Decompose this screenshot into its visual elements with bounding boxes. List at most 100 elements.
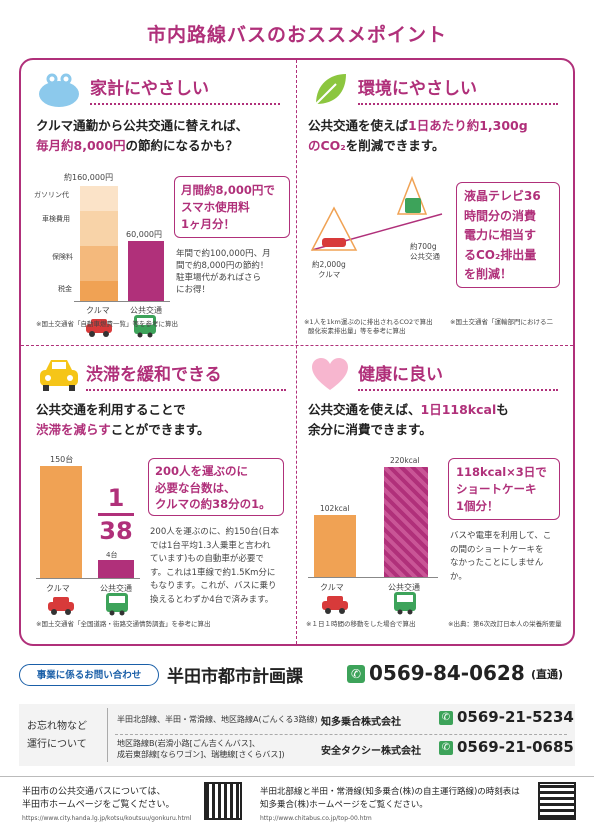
bar-tax — [80, 281, 118, 301]
fraction-bar — [98, 513, 134, 516]
cake-callout: 118kcal×3日で ショートケーキ 1個分！ — [448, 458, 560, 520]
coin-purse-icon — [39, 73, 79, 107]
bus-co2-value: 約700g — [410, 242, 437, 251]
city-url[interactable]: https://www.city.handa.lg.jp/kotsu/kouts… — [22, 815, 192, 822]
bus-label: 公共交通 — [100, 584, 132, 593]
bus-icon — [106, 593, 128, 616]
row1-company: 知多乗合株式会社 — [321, 717, 401, 728]
panel-health-text: 公共交通を使えば、1日118kcalも 余分に消費できます。 — [308, 400, 570, 440]
text-line-1-end: も — [496, 402, 509, 417]
co2-label: のCO₂ — [308, 138, 346, 153]
callout-line: 200人を運ぶのに — [155, 464, 249, 478]
car-front-icon — [40, 360, 78, 391]
callout-line: 1個分！ — [456, 499, 499, 513]
divider — [107, 708, 108, 762]
panel-congestion-title: 渋滞を緩和できる — [86, 360, 286, 391]
car-count-label: 150台 — [50, 455, 74, 464]
car-icon — [322, 596, 348, 614]
detail-line: の間のショートケーキを — [450, 544, 544, 555]
congestion-detail: 200人を運ぶのに、約150台(日本 では1台平均1.3人乗車と言われ ています… — [150, 526, 290, 607]
operator-heading: お忘れ物など 運行について — [27, 718, 87, 754]
row2-routes-line: 地区路線B(岩滑小路[ごん吉くんバス]、 — [117, 739, 260, 748]
panel-household: 家計にやさしい クルマ通勤から公共交通に替えれば、 毎月約8,000円の節約にな… — [28, 64, 293, 344]
car-icon — [86, 319, 112, 337]
reduce-congestion: 渋滞を減らす — [36, 422, 111, 437]
city-info: 半田市の公共交通バスについては、 半田市ホームページをご覧ください。 https… — [22, 786, 191, 825]
household-note: ※国土交通省「自動車燃費一覧」等を参考に算出 — [36, 320, 178, 328]
text-line-2: の節約になるかも？ — [125, 138, 239, 153]
bus-info-line: 半田北部線と半田・常滑線(知多乗合(株)の自主運行路線)の時刻表は — [260, 787, 520, 797]
callout-line: スマホ使用料 — [181, 200, 250, 214]
row2-phone[interactable]: 0569-21-0685 — [457, 738, 574, 756]
callout-line: 1ヶ月分！ — [181, 217, 236, 231]
bar-bus-kcal — [384, 467, 428, 577]
contact-bar: 事業に係るお問い合わせ 半田市都市計画課 ✆ 0569-84-0628 (直通) — [19, 660, 575, 692]
panel-household-title: 家計にやさしい — [90, 74, 280, 105]
monthly-saving: 毎月約8,000円 — [36, 138, 126, 153]
part-label: ガソリン代 — [34, 191, 69, 199]
page-title: 市内路線バスのおススメポイント — [146, 24, 447, 46]
detail-line: 換えるとわずか4台で済みます。 — [150, 594, 274, 605]
operator-heading-line: 運行について — [27, 739, 87, 750]
panel-environment: 環境にやさしい 公共交通を使えば1日あたり約1,300g のCO₂を削減できます… — [300, 64, 572, 344]
horizontal-divider — [21, 345, 573, 346]
callout-line: るCO₂排出量 — [464, 247, 537, 262]
panel-household-text: クルマ通勤から公共交通に替えれば、 毎月約8,000円の節約になるかも？ — [36, 116, 296, 156]
panel-health-title: 健康に良い — [358, 360, 558, 391]
tv-callout: 液晶テレビ36 時間分の消費 電力に相当す るCO₂排出量 を削減！ — [456, 182, 560, 288]
health-note-2: ※出典：第6次改訂日本人の栄養所要量 — [448, 620, 562, 628]
panel-congestion-text: 公共交通を利用することで 渋滞を減らすことができます。 — [36, 400, 296, 440]
callout-line: 液晶テレビ36 — [464, 189, 541, 203]
part-label: 車検費用 — [42, 215, 70, 223]
vertical-divider — [296, 60, 297, 644]
bus-total-label: 60,000円 — [126, 230, 162, 239]
leaf-icon — [315, 74, 346, 105]
callout-line: 118kcal×3日で — [456, 465, 547, 479]
bus-count-label: 4台 — [106, 551, 118, 559]
text-line-2: を削減できます。 — [345, 138, 445, 153]
detail-line: 間で約8,000円の節約！ — [176, 261, 269, 271]
text-line-1: 公共交通を利用することで — [36, 402, 186, 417]
contact-phone[interactable]: 0569-84-0628 — [369, 661, 525, 685]
detail-line: なかったことにしません — [450, 558, 544, 568]
co2-scale-graphic — [310, 175, 443, 251]
household-detail: 年間で約100,000円、月 間で約8,000円の節約！ 駐車場代があればさら … — [176, 248, 294, 296]
contact-tag: 事業に係るお問い合わせ — [19, 664, 159, 686]
row1-phone[interactable]: 0569-21-5234 — [457, 708, 574, 726]
detail-line: 年間で約100,000円、月 — [176, 249, 271, 259]
phone-icon: ✆ — [439, 711, 453, 725]
detail-line: す。これは1車線で約1.5Km分に — [150, 567, 276, 578]
operator-table: お忘れ物など 運行について 半田北部線、半田・常滑線、地区路線A(ごんくる3路線… — [19, 704, 575, 766]
detail-line: では1台平均1.3人乗車と言われ — [150, 540, 271, 551]
bus-url[interactable]: http://www.chitabus.co.jp/top-00.htm — [260, 815, 372, 822]
row2-company: 安全タクシー株式会社 — [321, 746, 421, 757]
panel-frame — [19, 58, 575, 646]
callout-line: 時間分の消費 — [464, 208, 537, 223]
callout-line: 月間約8,000円で — [181, 183, 275, 197]
cost-chart: 約160,000円 ガソリン代 車検費用 保険料 税金 60,000円 クルマ … — [28, 164, 170, 338]
environment-note-2: ※国土交通省「運輸部門における二 — [450, 318, 553, 326]
bar-insurance — [80, 246, 118, 281]
phone-icon: ✆ — [439, 741, 453, 755]
bus-co2: 約700g 公共交通 — [410, 242, 440, 262]
chart-baseline — [36, 578, 140, 579]
car-label: クルマ — [46, 584, 70, 593]
qr-code-city — [204, 782, 242, 820]
bus-icon — [134, 315, 156, 338]
panel-environment-title: 環境にやさしい — [358, 74, 558, 105]
bus-kcal-label: 220kcal — [390, 456, 420, 465]
fraction-denominator: 38 — [99, 517, 133, 545]
vehicle-count-callout: 200人を運ぶのに 必要な台数は、 クルマの約38分の1。 — [148, 458, 284, 516]
bottom-divider — [0, 776, 594, 777]
health-detail: バスや電車を利用して、こ の間のショートケーキを なかったことにしません か。 — [450, 530, 568, 584]
car-kcal-label: 102kcal — [320, 504, 350, 513]
row-divider — [115, 734, 567, 735]
bar-car-kcal — [314, 515, 356, 577]
smartphone-callout: 月間約8,000円で スマホ使用料 1ヶ月分！ — [174, 176, 290, 238]
city-info-line: 半田市ホームページをご覧ください。 — [22, 800, 175, 810]
callout-line: 必要な台数は、 — [155, 480, 236, 495]
panel-environment-text: 公共交通を使えば1日あたり約1,300g のCO₂を削減できます。 — [308, 116, 570, 156]
chart-baseline — [74, 301, 170, 302]
environment-note-1b: 酸化炭素排出量」等を参考に算出 — [308, 327, 406, 335]
bar-gasoline — [80, 186, 118, 211]
